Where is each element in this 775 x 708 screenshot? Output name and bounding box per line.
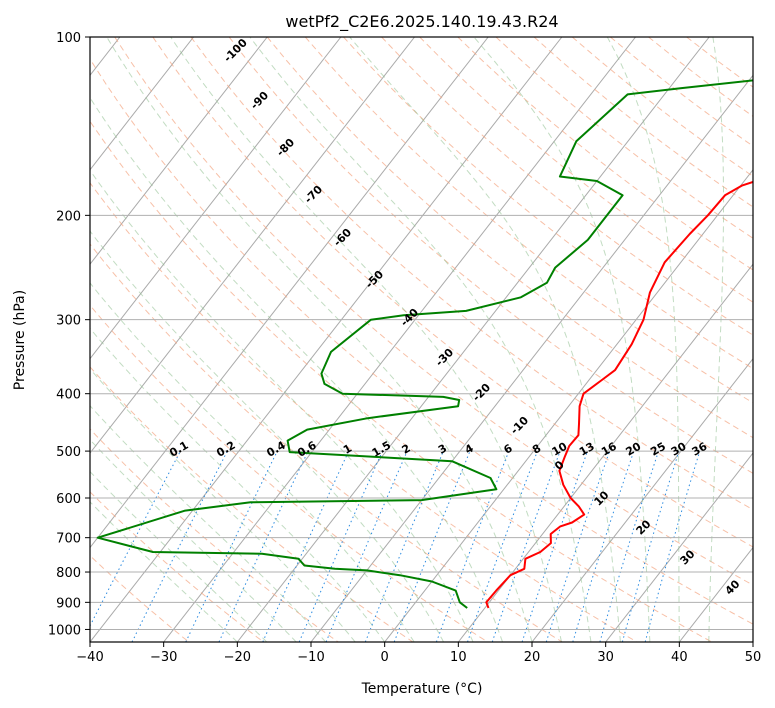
y-axis-label: Pressure (hPa) [12,290,28,390]
y-tick-label: 100 [56,31,81,46]
moist-adiabat-line [170,37,562,642]
isotherm-line [90,37,489,549]
background-lines [90,37,753,642]
moist-adiabat-line [90,405,327,642]
mixing-ratio-line [572,450,635,642]
x-tick-label: 20 [524,650,541,665]
x-tick-label: 10 [450,650,467,665]
x-axis: −40 −30 −20 −10 0 10 20 30 40 50 [76,642,761,665]
mixing-ratio-line [599,450,659,642]
x-tick-label: −10 [297,650,324,665]
profile-curves [96,79,753,609]
mixing-ratio-line [393,450,471,642]
dry-adiabat-line [90,304,488,642]
y-tick-label: 1000 [48,623,81,638]
moist-adiabat-line [349,37,621,642]
isotherm-line [90,37,563,642]
mixing-ratio-line [521,450,588,642]
isotherm-line [90,37,415,454]
moist-adiabat-line [90,230,445,642]
x-tick-label: 50 [745,650,762,665]
moist-adiabat-line [249,37,592,642]
y-axis: 100 200 300 400 500 600 700 800 900 1000 [48,31,90,638]
y-tick-label: 500 [56,445,81,460]
mixing-ratio-line [218,450,309,642]
moist-adiabat-line [90,470,268,642]
y-tick-label: 400 [56,388,81,403]
y-tick-label: 800 [56,566,81,581]
chart-title: wetPf2_C2E6.2025.140.19.43.R24 [285,12,558,32]
moist-adiabat-line [473,37,651,642]
dry-adiabat-line [114,37,753,586]
isotherm-line [90,37,194,171]
x-tick-label: 30 [597,650,614,665]
y-tick-label: 900 [56,596,81,611]
dry-adiabat-line [90,491,264,642]
plot-frame [89,36,754,643]
x-tick-label: −20 [224,650,251,665]
mixing-ratio-line [644,450,701,642]
dewpoint-curve [96,79,753,609]
dry-adiabat-line [90,366,414,642]
moist-adiabat-line [106,37,533,642]
y-tick-label: 300 [56,314,81,329]
moist-adiabat-line [708,37,725,642]
y-tick-label: 600 [56,492,81,507]
temperature-curve [485,180,753,609]
pressure-gridlines [90,37,753,630]
dry-adiabat-line [90,120,712,642]
isotherm-line [457,263,753,642]
mixing-ratio-line [545,450,611,642]
y-tick-label: 200 [56,209,81,224]
x-tick-label: 0 [381,650,389,665]
isotherm-line [384,168,753,642]
moist-adiabat-line [90,368,356,642]
isotherm-line [163,37,636,642]
dry-adiabat-line [90,58,753,625]
mixing-ratio-line [621,450,680,642]
isotherm-line [90,37,342,360]
x-tick-label: −40 [76,650,103,665]
moist-adiabat-line [90,439,297,642]
moist-adiabat-line [90,169,474,642]
isotherm-line [531,357,753,642]
dry-adiabat-line [90,243,563,642]
dry-adiabat-line [90,554,190,642]
dry-adiabat-line [304,37,753,404]
x-tick-label: −30 [150,650,177,665]
y-tick-label: 700 [56,532,81,547]
dry-adiabat-line [266,37,753,439]
moist-adiabat-line [90,96,503,642]
isotherm-line [236,37,710,642]
moist-adiabat-line [606,37,680,642]
dry-adiabat-line [228,37,753,474]
isotherm-line [90,37,268,266]
moist-adiabat-line [90,282,415,642]
mixing-ratio-line [435,450,510,642]
x-tick-label: 40 [671,650,688,665]
moist-adiabat-line [90,501,238,642]
moist-adiabat-line [90,327,386,642]
x-axis-label: Temperature (°C) [361,681,483,697]
mixing-ratio-line [185,450,278,642]
isotherm-line [605,452,753,642]
